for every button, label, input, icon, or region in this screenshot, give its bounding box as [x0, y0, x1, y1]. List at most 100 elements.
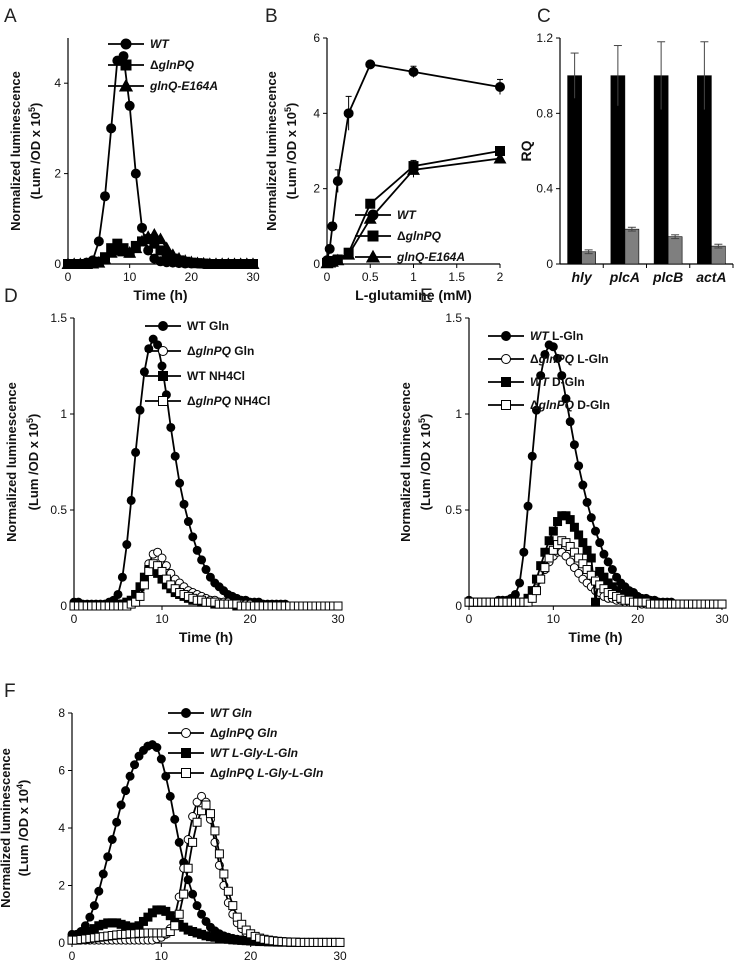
panel-e-point: [603, 557, 613, 567]
panel-b-legend-item-3: glnQ-E164A: [355, 249, 465, 264]
panel-f-ylabel-line2: (Lum /OD x 104): [15, 780, 31, 877]
panel-e-ylabel-line1: Normalized luminescence: [398, 382, 413, 542]
panel-d-point: [131, 447, 141, 457]
panel-f-legend-label: ΔglnPQ L-Gly-L-Gln: [210, 766, 323, 780]
panel-a-y-tick-label: 0: [54, 257, 61, 271]
panel-d-y-tick-label: 1.5: [50, 311, 67, 325]
panel-a-legend-item-3: glnQ-E164A: [108, 78, 218, 93]
panel-b-point: [365, 59, 376, 70]
panel-d-x-tick-label: 10: [155, 612, 169, 626]
panel-e-point: [565, 515, 575, 525]
panel-c-y-tick-label: 0.8: [536, 106, 553, 120]
panel-e-point: [536, 371, 546, 381]
panel-d-point: [153, 340, 163, 350]
panel-d-legend-item-4: ΔglnPQ NH4Cl: [145, 394, 270, 408]
panel-e-point: [536, 574, 546, 584]
panel-a-legend-item-1: WT: [108, 37, 170, 51]
panel-a-ylabel-line1: Normalized luminescence: [8, 71, 23, 231]
panel-d-point: [135, 591, 145, 601]
panel-e-y-tick-label: 0: [455, 599, 462, 613]
panel-e-point: [578, 538, 588, 548]
panel-b-letter: B: [265, 6, 278, 27]
panel-e-legend-marker: [501, 331, 511, 341]
panel-e-legend-marker: [501, 354, 511, 364]
panel-f-point: [174, 909, 184, 919]
panel-f-point: [210, 826, 220, 836]
panel-f-point: [170, 814, 180, 824]
panel-d-point: [113, 589, 123, 599]
panel-e-point: [531, 586, 541, 596]
panel-d-point: [201, 565, 211, 575]
panel-f-point: [152, 743, 162, 752]
panel-f-point: [161, 771, 171, 781]
panel-a-point: [106, 123, 117, 134]
panel-a-point: [98, 252, 112, 265]
panel-b-legend-marker: [367, 209, 379, 221]
panel-e-point: [553, 353, 563, 363]
panel-e-legend-item-1: WT L-Gln: [488, 329, 583, 343]
panel-f-legend-marker: [181, 728, 191, 738]
panel-d-legend-item-1: WT Gln: [145, 319, 229, 333]
panel-f-legend-label: ΔglnPQ Gln: [210, 726, 277, 740]
panel-f-point: [174, 837, 184, 847]
panel-f-point: [156, 754, 166, 764]
panel-a-point: [130, 168, 141, 179]
panel-e-series-3: [464, 511, 727, 609]
panel-f-legend-label: WT L-Gly-L-Gln: [210, 746, 298, 760]
panel-f-point: [116, 800, 126, 810]
panel-c-bar: [711, 245, 726, 265]
panel-e-point: [531, 405, 541, 415]
panel-f-x-tick-label: 30: [333, 949, 347, 963]
panel-c: C 0 0.4 0.8 1.2 RQ hly plcA plcB actA: [518, 6, 734, 285]
panel-e-point: [595, 538, 605, 548]
panel-d-legend-item-3: WT NH4Cl: [145, 369, 245, 383]
panel-c-y-tick-label: 0.4: [536, 182, 553, 196]
panel-e-point: [540, 349, 550, 359]
panel-e-point: [607, 565, 617, 575]
panel-e-series-4: [464, 536, 727, 609]
panel-d-series-4: [69, 559, 343, 611]
panel-b-legend-label: WT: [397, 208, 417, 222]
panel-f-y-tick-label: 8: [58, 706, 65, 720]
panel-f-point: [85, 912, 95, 922]
panel-c-bar: [667, 236, 683, 265]
panel-e-point: [599, 549, 609, 559]
panel-d-point: [126, 495, 136, 505]
panel-f-point: [130, 760, 140, 770]
panel-b-ylabel-line1: Normalized luminescence: [264, 71, 279, 231]
panel-e-letter: E: [420, 286, 433, 307]
panel-a-y-tick-label: 4: [54, 76, 61, 90]
panel-a-series-3: [61, 227, 260, 269]
panel-a-point: [137, 222, 147, 233]
panel-e-x-axis-title: Time (h): [568, 629, 622, 645]
panel-e-point: [582, 545, 592, 555]
panel-d-legend-label: ΔglnPQ Gln: [187, 344, 254, 358]
panel-e-point: [578, 480, 588, 490]
panel-b-series-3: [320, 151, 507, 269]
panel-f-point: [183, 863, 193, 873]
panel-a-y-tick-label: 2: [54, 167, 61, 181]
panel-d-point: [122, 540, 132, 550]
panel-e-legend-item-4: ΔglnPQ D-Gln: [488, 398, 610, 412]
panel-e-ylabel-line2: (Lum /OD x 105): [417, 414, 433, 511]
panel-a-legend-label: glnQ-E164A: [149, 79, 218, 93]
panel-f-point: [214, 849, 224, 859]
panel-f-point: [125, 771, 135, 781]
panel-f-point: [103, 852, 113, 862]
panel-e-point: [515, 578, 525, 588]
panel-b-y-tick-label: 6: [313, 31, 320, 45]
panel-a-legend-marker: [120, 38, 132, 50]
panel-a-point: [129, 241, 143, 254]
panel-d-x-tick-label: 20: [243, 612, 257, 626]
panel-d-legend-item-2: ΔglnPQ Gln: [145, 344, 254, 358]
panel-b-legend-marker: [365, 249, 381, 263]
panel-a-point: [147, 227, 161, 240]
panel-a-x-tick-label: 0: [65, 270, 72, 284]
panel-a-legend-label: ΔglnPQ: [150, 58, 195, 72]
panel-f-point: [201, 800, 211, 810]
panel-e-x-tick-label: 10: [547, 612, 561, 626]
panel-f-x-tick-label: 20: [244, 949, 258, 963]
panel-d-legend-label: WT NH4Cl: [187, 369, 245, 383]
panel-d-point: [166, 422, 176, 432]
panel-d: D 0 10 20 30 0 0.5 1 1.5 Time (h) Normalized lumin…: [4, 286, 345, 645]
